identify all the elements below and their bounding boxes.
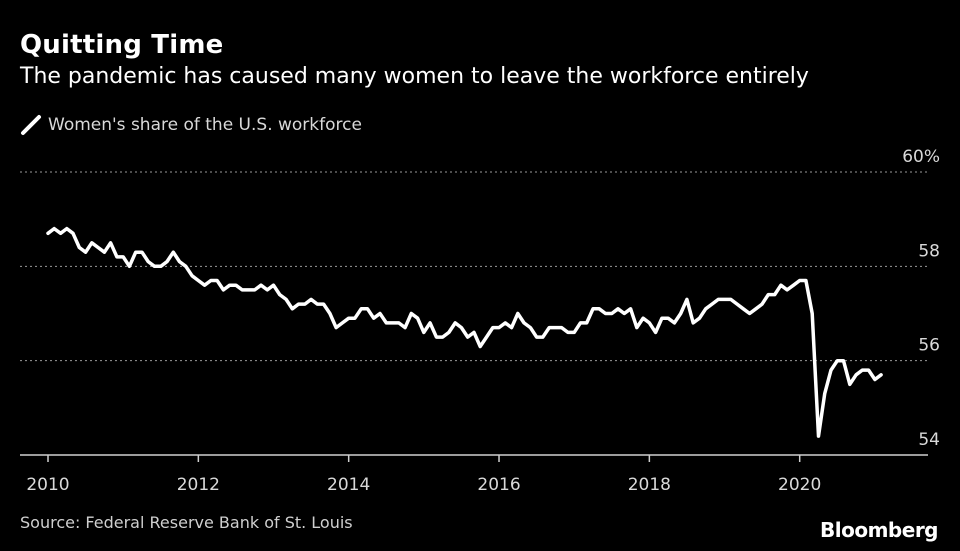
x-tick-label-2020: 2020 <box>778 475 821 495</box>
legend-label: Women's share of the U.S. workforce <box>48 115 362 135</box>
legend-line-icon <box>21 115 41 135</box>
x-tick-label-2018: 2018 <box>628 475 671 495</box>
chart-title: Quitting Time <box>20 30 224 60</box>
y-tick-label-54: 54 <box>918 430 940 450</box>
x-tick-label-2016: 2016 <box>477 475 520 495</box>
legend: Women's share of the U.S. workforce <box>20 114 362 136</box>
x-tick-label-2010: 2010 <box>26 475 69 495</box>
y-tick-label-58: 58 <box>918 241 940 261</box>
series-line-0 <box>46 226 883 438</box>
source-note: Source: Federal Reserve Bank of St. Loui… <box>20 513 353 532</box>
x-tick-label-2012: 2012 <box>177 475 220 495</box>
x-tick-label-2014: 2014 <box>327 475 370 495</box>
y-tick-label-60: 60% <box>902 147 940 167</box>
bloomberg-logo: Bloomberg <box>820 518 938 542</box>
y-tick-label-56: 56 <box>918 336 940 356</box>
chart-subtitle: The pandemic has caused many women to le… <box>20 64 809 89</box>
